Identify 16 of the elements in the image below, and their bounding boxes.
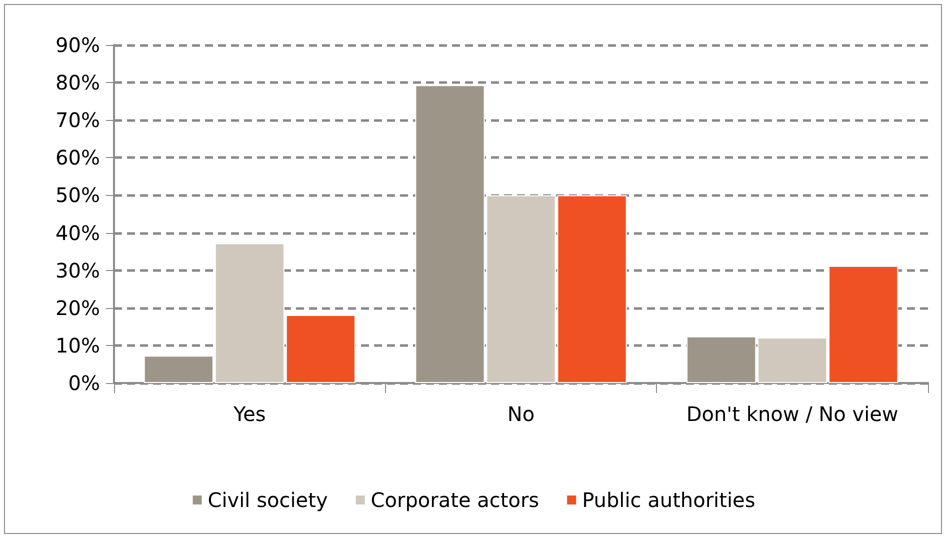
x-tick-label: Yes — [232, 402, 266, 426]
y-tick-label: 40% — [56, 220, 100, 245]
x-tick-label: Don't know / No view — [686, 402, 898, 426]
y-tick-label: 50% — [56, 183, 100, 208]
y-tick-label: 0% — [68, 371, 100, 395]
y-tick-label: 10% — [56, 333, 100, 358]
y-tick-label: 20% — [56, 296, 100, 320]
y-tick-label: 70% — [56, 108, 100, 132]
legend-label: Civil society — [208, 488, 328, 512]
y-tick-label: 90% — [56, 33, 100, 57]
x-tick-label: No — [507, 402, 535, 426]
y-tick-label: 30% — [56, 258, 100, 282]
legend-label: Public authorities — [582, 488, 756, 512]
legend-label: Corporate actors — [370, 488, 540, 512]
y-tick-label: 60% — [56, 146, 100, 170]
y-tick-label: 80% — [56, 70, 100, 95]
